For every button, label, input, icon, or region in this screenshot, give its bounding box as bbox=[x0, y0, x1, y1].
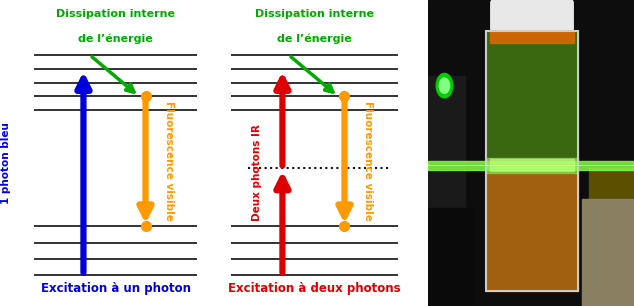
Text: Excitation à un photon: Excitation à un photon bbox=[41, 282, 191, 295]
Bar bbox=[428, 76, 465, 214]
Text: Fluorescence visible: Fluorescence visible bbox=[363, 102, 373, 221]
Text: de l’énergie: de l’énergie bbox=[78, 34, 153, 44]
Text: Dissipation interne: Dissipation interne bbox=[56, 9, 175, 19]
Text: Excitation à deux photons: Excitation à deux photons bbox=[228, 282, 401, 295]
Bar bbox=[583, 199, 634, 306]
Text: Dissipation interne: Dissipation interne bbox=[255, 9, 374, 19]
Bar bbox=[486, 158, 578, 173]
Bar bbox=[428, 161, 634, 170]
Bar bbox=[486, 174, 578, 291]
Text: Deux photons IR: Deux photons IR bbox=[252, 124, 262, 221]
Text: Fluorescence visible: Fluorescence visible bbox=[164, 102, 174, 221]
Bar bbox=[588, 168, 634, 306]
Bar bbox=[490, 159, 574, 171]
Text: de l’énergie: de l’énergie bbox=[277, 34, 352, 44]
FancyBboxPatch shape bbox=[491, 0, 573, 37]
Bar bbox=[486, 31, 578, 174]
Bar bbox=[486, 31, 578, 291]
Text: 1 photon bleu: 1 photon bleu bbox=[1, 122, 11, 204]
Circle shape bbox=[439, 78, 450, 93]
Circle shape bbox=[436, 73, 453, 98]
Bar bbox=[428, 208, 473, 306]
Bar bbox=[490, 31, 574, 43]
